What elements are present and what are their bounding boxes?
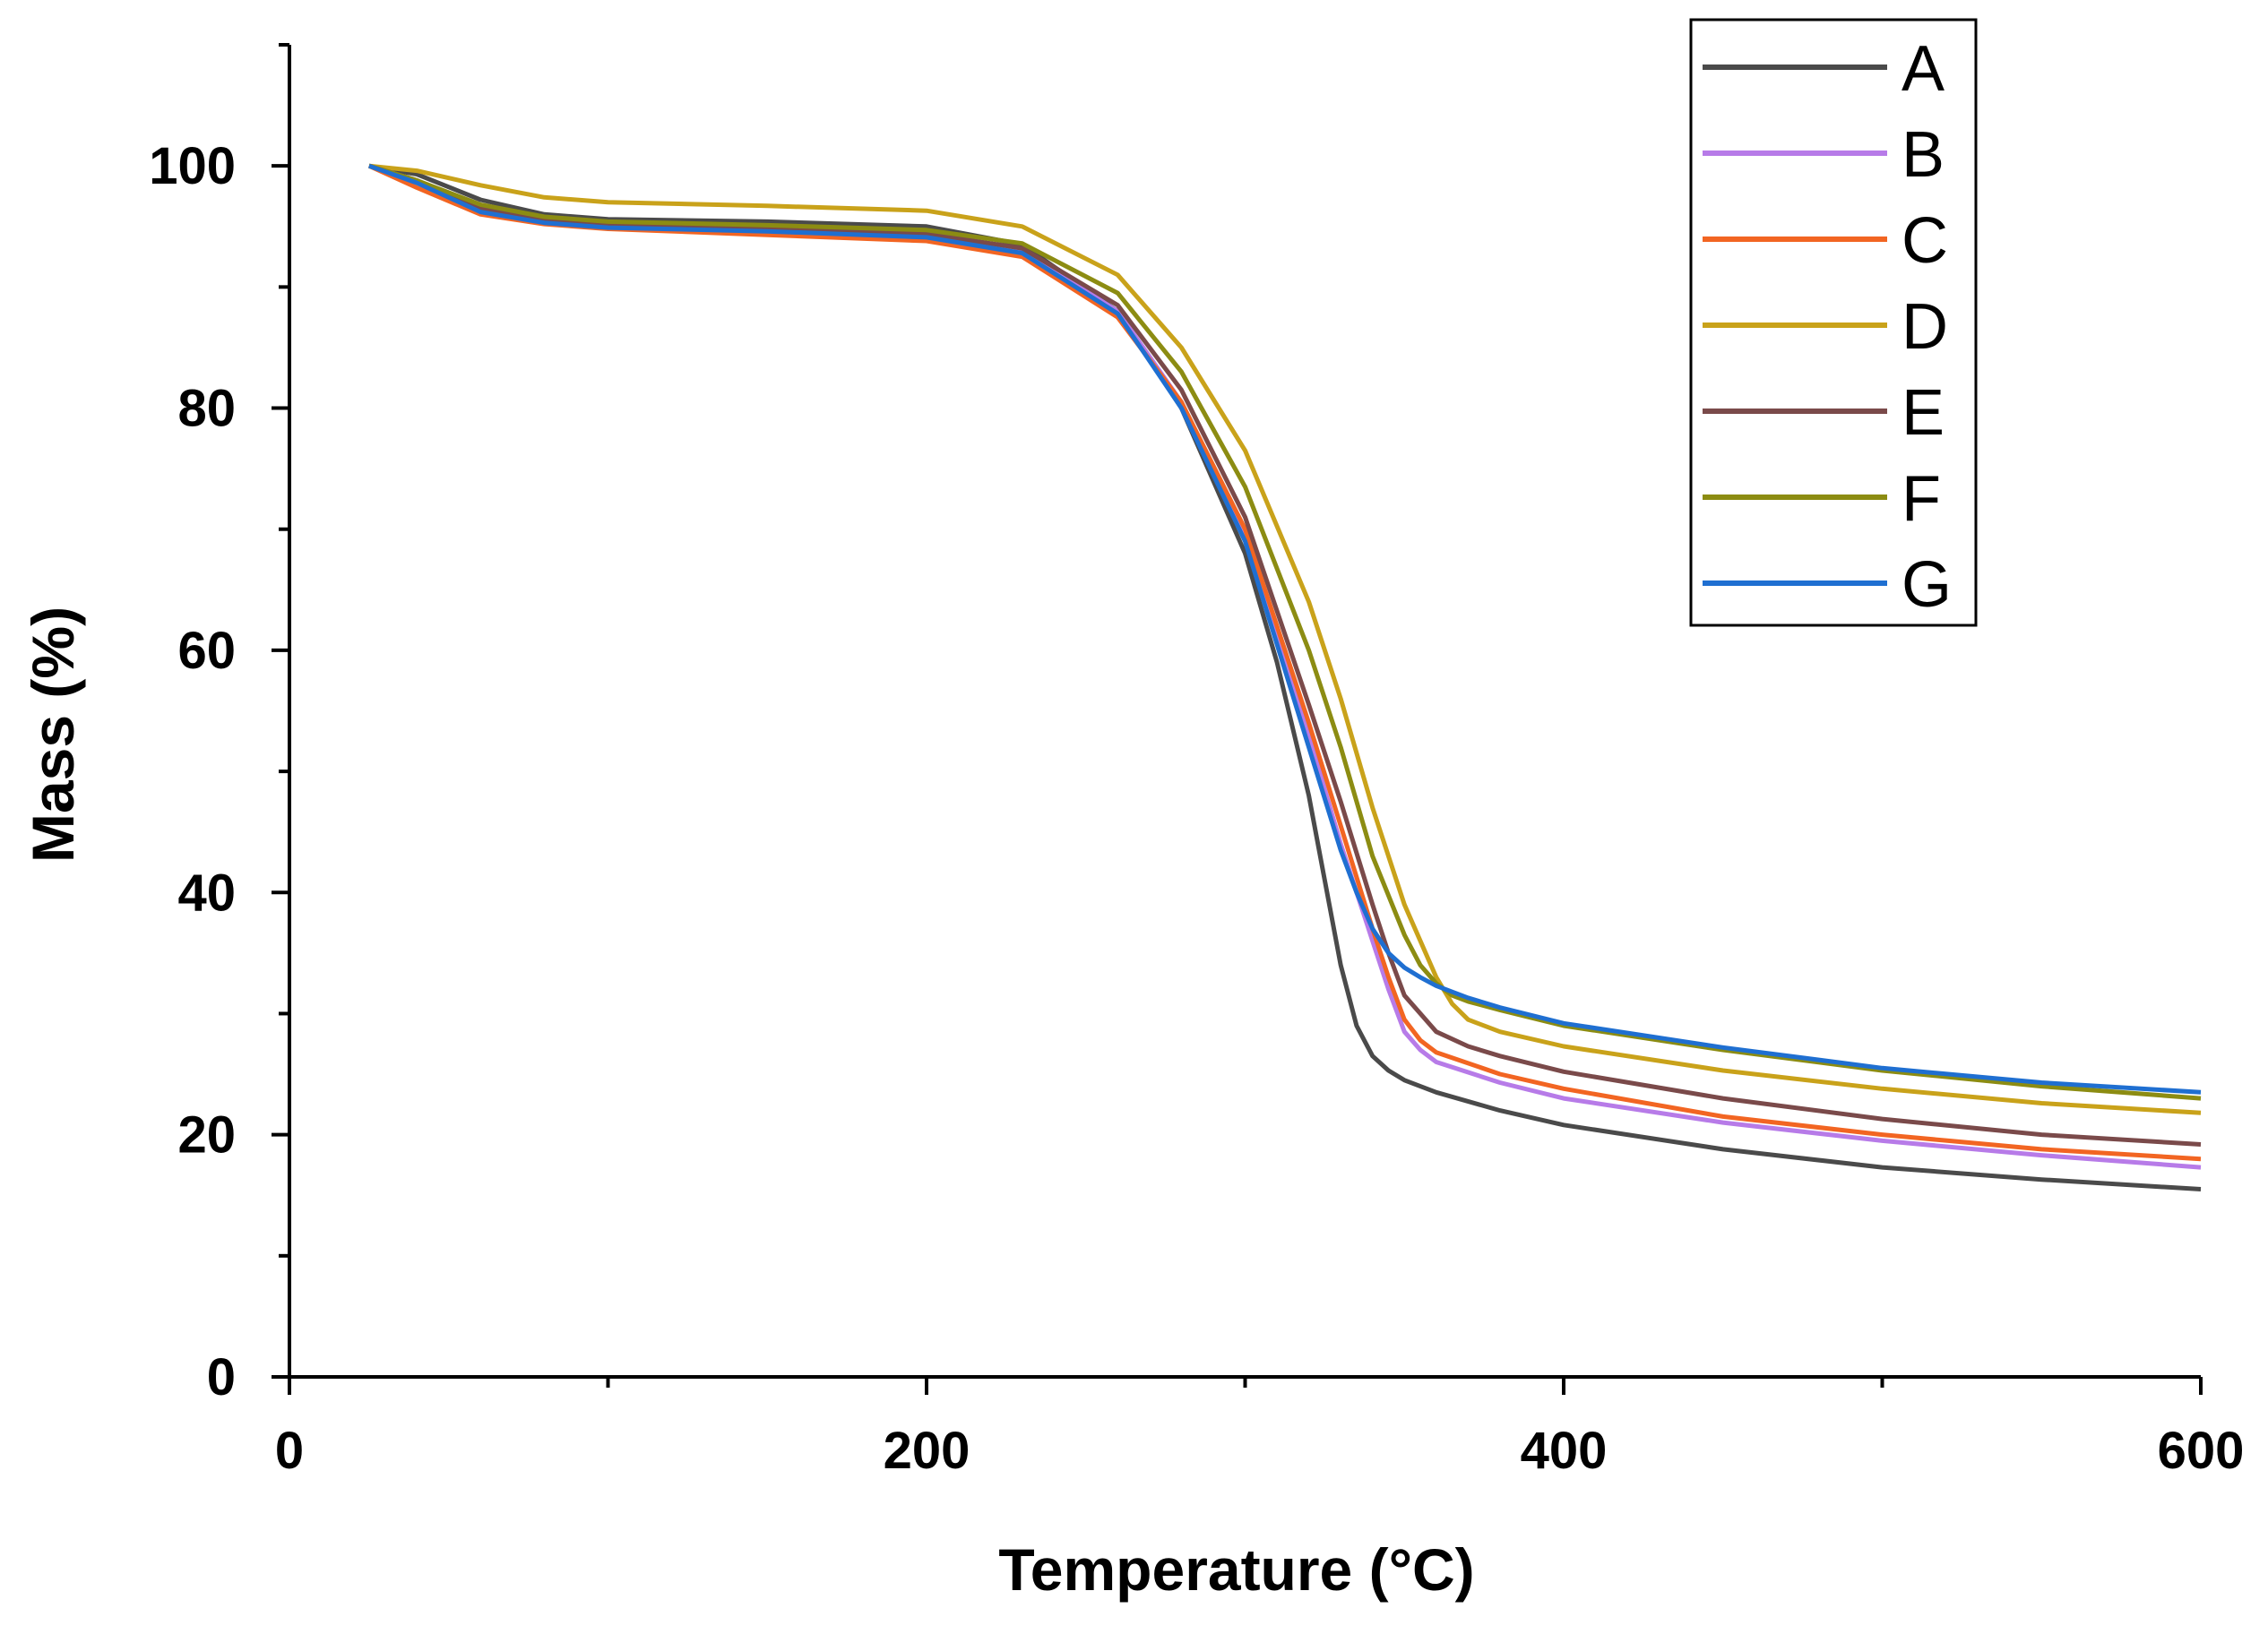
y-tick-label: 20 (177, 1106, 236, 1165)
x-tick-label: 400 (1521, 1422, 1608, 1480)
x-axis-title: Temperature (°C) (998, 1536, 1474, 1603)
y-tick-label: 100 (149, 137, 236, 195)
x-tick-label: 200 (884, 1422, 970, 1480)
series-line-d (368, 163, 2202, 1115)
y-axis-title: Mass (%) (20, 606, 86, 863)
y-tick-label: 80 (177, 380, 236, 438)
series-layer (367, 163, 2202, 1191)
series-line-f (368, 163, 2202, 1101)
legend-label-e: E (1901, 377, 1945, 449)
x-tick-label: 0 (275, 1422, 304, 1480)
legend-label-g: G (1901, 549, 1952, 621)
y-tick-label: 60 (177, 622, 236, 680)
legend-label-c: C (1901, 205, 1948, 277)
x-tick-label: 600 (2158, 1422, 2245, 1480)
legend-label-a: A (1901, 33, 1945, 105)
y-tick-label: 0 (207, 1348, 236, 1406)
ticks: 0 200 400 600 0 20 40 60 80 100 (149, 43, 2245, 1480)
legend-label-b: B (1901, 119, 1945, 191)
legend-label-d: D (1901, 291, 1948, 363)
legend-label-f: F (1901, 463, 1941, 535)
series-line-a (368, 163, 2202, 1191)
series-line-g (368, 163, 2202, 1095)
series-line-e (368, 163, 2202, 1147)
y-tick-label: 40 (177, 864, 236, 922)
